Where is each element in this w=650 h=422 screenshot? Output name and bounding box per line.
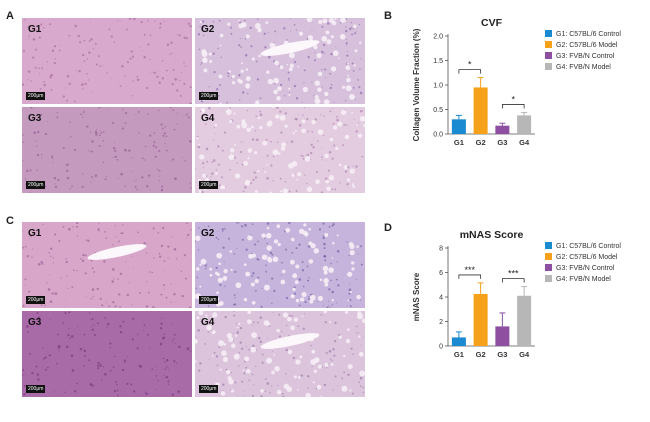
legend-entry: G3: FVB/N Control — [556, 265, 615, 272]
histology-tile-g3: G3 200μm — [22, 311, 192, 397]
tissue-texture — [22, 18, 192, 104]
significance-label: *** — [464, 265, 475, 275]
bar-g3 — [495, 326, 510, 346]
histology-tile-g3: G3 200μm — [22, 107, 192, 193]
legend-swatch-1 — [545, 30, 552, 37]
y-tick-label: 2 — [439, 319, 443, 326]
tissue-texture — [22, 222, 192, 308]
tissue-texture — [195, 107, 365, 193]
x-tick-label: G3 — [497, 350, 507, 359]
cvf-bar-chart: CVF Collagen Volume Fraction (%) 0.0 0.5 1.0… — [412, 17, 621, 147]
y-tick-label: 0.0 — [433, 132, 443, 139]
y-tick-label: 2.0 — [433, 34, 443, 41]
y-tick-label: 6 — [439, 270, 443, 277]
legend-entry: G2: C57BL/6 Model — [556, 254, 618, 261]
legend-swatch-4 — [545, 63, 552, 70]
histology-tile-g4: G4 200μm — [195, 107, 365, 193]
legend-swatch-2 — [545, 253, 552, 260]
significance-bracket — [501, 278, 525, 283]
y-tick-label: 0.5 — [433, 107, 443, 114]
tile-label: G3 — [28, 113, 42, 124]
legend-swatch-4 — [545, 275, 552, 282]
panel-c-letter: C — [6, 215, 14, 227]
chart-title: CVF — [481, 17, 503, 29]
tile-label: G2 — [201, 24, 215, 35]
scale-bar: 200μm — [26, 296, 46, 304]
x-tick-label: G2 — [476, 350, 486, 359]
histology-tile-g1: G1 200μm — [22, 18, 192, 104]
legend-entry: G1: C57BL/6 Control — [556, 243, 621, 250]
y-tick-label: 1.0 — [433, 83, 443, 90]
legend-swatch-3 — [545, 264, 552, 271]
panel-a-letter: A — [6, 10, 14, 22]
y-tick-label: 0 — [439, 344, 443, 351]
legend-entry: G3: FVB/N Control — [556, 53, 615, 60]
legend-entry: G4: FVB/N Model — [556, 276, 611, 283]
y-tick-label: 8 — [439, 246, 443, 253]
legend-entry: G1: C57BL/6 Control — [556, 31, 621, 38]
scale-bar: 200μm — [26, 92, 46, 100]
y-axis-label: mNAS Score — [412, 272, 421, 321]
histology-tile-g1: G1 200μm — [22, 222, 192, 308]
legend-swatch-3 — [545, 52, 552, 59]
significance-label: *** — [508, 269, 519, 279]
histology-tile-g4: G4 200μm — [195, 311, 365, 397]
x-tick-label: G4 — [519, 138, 530, 147]
tile-label: G1 — [28, 228, 42, 239]
significance-bracket — [458, 69, 482, 74]
legend-entry: G2: C57BL/6 Model — [556, 42, 618, 49]
tile-label: G3 — [28, 317, 42, 328]
legend-swatch-1 — [545, 242, 552, 249]
bar-g4 — [517, 295, 532, 346]
scale-bar: 200μm — [199, 92, 219, 100]
significance-label: * — [511, 94, 515, 104]
histology-grid-c: G1 200μm G2 200μm G3 200μm G4 200μm — [22, 222, 365, 397]
scale-bar: 200μm — [26, 181, 46, 189]
scale-bar: 200μm — [199, 181, 219, 189]
tile-label: G2 — [201, 228, 215, 239]
x-tick-label: G2 — [476, 138, 486, 147]
histology-tile-g2: G2 200μm — [195, 222, 365, 308]
panel-d-letter: D — [384, 222, 392, 234]
tile-label: G1 — [28, 24, 42, 35]
chart-title: mNAS Score — [460, 229, 524, 241]
tissue-texture — [195, 311, 365, 397]
significance-bracket — [501, 104, 525, 109]
y-tick-label: 1.5 — [433, 58, 443, 65]
panel-b-letter: B — [384, 10, 392, 22]
mnas-bar-chart: mNAS Score mNAS Score 0 2 4 6 8 G1 G2 G3 G4 *** *** G… — [412, 229, 621, 359]
x-tick-label: G4 — [519, 350, 530, 359]
scale-bar: 200μm — [199, 296, 219, 304]
x-tick-label: G3 — [497, 138, 507, 147]
scale-bar: 200μm — [26, 385, 46, 393]
significance-label: * — [468, 60, 472, 70]
x-tick-label: G1 — [454, 350, 464, 359]
tissue-texture — [22, 311, 192, 397]
bar-g1 — [451, 119, 466, 134]
tissue-texture — [195, 18, 365, 104]
bar-g2 — [473, 87, 488, 134]
significance-bracket — [458, 274, 482, 279]
tile-label: G4 — [201, 317, 215, 328]
scale-bar: 200μm — [199, 385, 219, 393]
y-tick-label: 4 — [439, 295, 443, 302]
bar-g1 — [451, 337, 466, 346]
bar-g2 — [473, 293, 488, 346]
tissue-texture — [22, 107, 192, 193]
legend-swatch-2 — [545, 41, 552, 48]
bar-g3 — [495, 125, 510, 134]
y-axis-label: Collagen Volume Fraction (%) — [412, 28, 421, 141]
x-tick-label: G1 — [454, 138, 464, 147]
tile-label: G4 — [201, 113, 215, 124]
legend-entry: G4: FVB/N Model — [556, 64, 611, 71]
bar-g4 — [517, 115, 532, 134]
histology-tile-g2: G2 200μm — [195, 18, 365, 104]
histology-grid-a: G1 200μm G2 200μm G3 200μm G4 200μm — [22, 18, 365, 193]
tissue-texture — [195, 222, 365, 308]
